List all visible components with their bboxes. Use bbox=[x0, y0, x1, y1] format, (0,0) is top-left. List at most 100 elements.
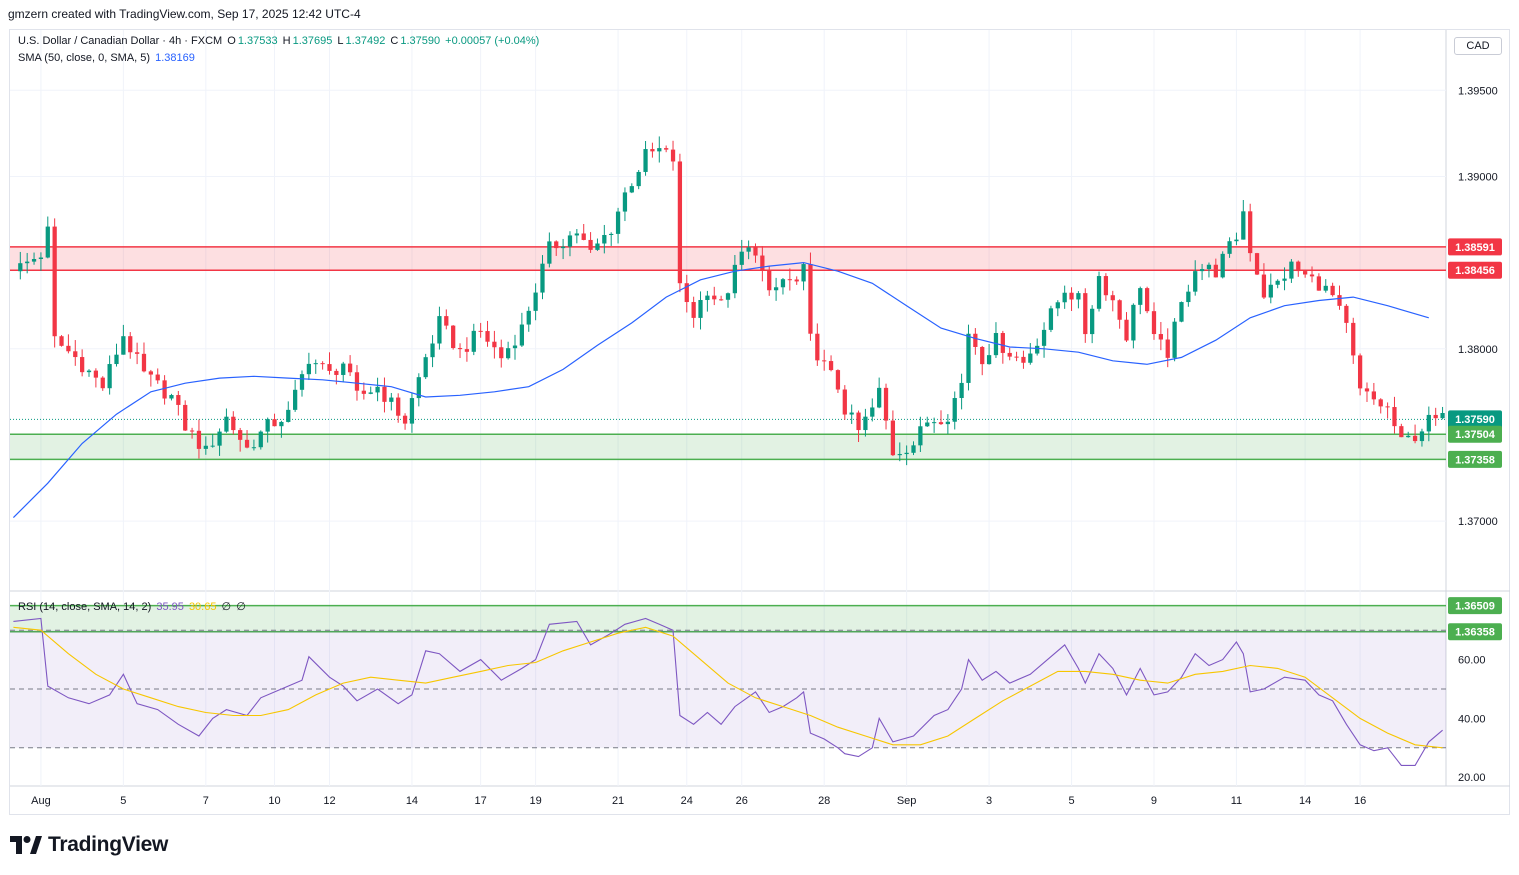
time-tick-label: Sep bbox=[897, 795, 917, 807]
sma-polyline bbox=[12, 261, 1429, 519]
candle-body bbox=[451, 325, 456, 349]
header-note: gmzern created with TradingView.com, Sep… bbox=[8, 7, 361, 21]
candle-body bbox=[835, 370, 841, 390]
candle-body bbox=[347, 363, 353, 373]
time-tick-label: Aug bbox=[31, 795, 51, 807]
candle-body bbox=[842, 389, 847, 415]
candle-body bbox=[162, 380, 167, 399]
candle-body bbox=[183, 404, 188, 431]
candle-body bbox=[1426, 414, 1431, 432]
candle-body bbox=[334, 370, 339, 375]
candle-body bbox=[375, 386, 380, 393]
time-tick-label: 14 bbox=[406, 795, 418, 807]
candle-body bbox=[801, 264, 806, 282]
time-tick-label: 5 bbox=[120, 795, 126, 807]
rsi-tick-label: 60.00 bbox=[1458, 655, 1486, 667]
candle-body bbox=[1186, 291, 1191, 303]
candle-body bbox=[650, 149, 655, 152]
candle-body bbox=[128, 336, 133, 353]
rsi-legend[interactable]: RSI (14, close, SMA, 14, 2) 35.95 30.65 … bbox=[18, 600, 248, 613]
candle-body bbox=[45, 226, 50, 258]
candle-body bbox=[1316, 276, 1322, 291]
price-tag-bg bbox=[1448, 597, 1502, 615]
candle-body bbox=[739, 251, 744, 265]
tradingview-logo[interactable]: TradingView bbox=[10, 833, 168, 857]
candle-body bbox=[1248, 211, 1253, 254]
candle-body bbox=[203, 445, 208, 449]
candle-body bbox=[567, 235, 573, 247]
candle-body bbox=[670, 149, 676, 162]
price-tag-bg bbox=[1448, 261, 1502, 279]
candle-body bbox=[1103, 276, 1109, 296]
candle-body bbox=[1357, 355, 1363, 389]
candle-body bbox=[540, 263, 545, 293]
symbol-name: U.S. Dollar / Canadian Dollar · 4h · FXC… bbox=[18, 35, 223, 47]
candle-body bbox=[1227, 241, 1232, 254]
candle-body bbox=[217, 431, 222, 446]
time-tick-label: 12 bbox=[323, 795, 335, 807]
candle-body bbox=[877, 387, 882, 408]
candle-body bbox=[512, 345, 518, 349]
candle-body bbox=[554, 241, 559, 249]
price-tag-label: 1.38591 bbox=[1455, 242, 1495, 254]
candle-body bbox=[767, 270, 772, 291]
candle-body bbox=[574, 233, 579, 236]
candle-body bbox=[1007, 352, 1012, 357]
sma-legend[interactable]: SMA (50, close, 0, SMA, 5) 1.38169 bbox=[18, 52, 197, 64]
candle-body bbox=[1433, 414, 1438, 419]
candle-body bbox=[499, 347, 504, 359]
time-tick-label: 11 bbox=[1231, 795, 1242, 807]
candle-body bbox=[780, 279, 786, 288]
candle-body bbox=[1158, 334, 1163, 340]
candle-body bbox=[1254, 253, 1260, 275]
time-axis: Aug 5 7 10 12 14 17 19 21 24 26 28 Sep 3 5 9 11 14 16 bbox=[31, 795, 1366, 807]
candle-body bbox=[1090, 308, 1095, 335]
candle-body bbox=[258, 431, 263, 448]
time-tick-label: 14 bbox=[1299, 795, 1311, 807]
support-zone bbox=[10, 605, 1446, 632]
candle-body bbox=[959, 382, 964, 399]
candle-body bbox=[320, 363, 325, 365]
candle-body bbox=[148, 371, 153, 375]
candle-body bbox=[210, 445, 215, 447]
currency-button[interactable]: CAD bbox=[1454, 37, 1502, 55]
candle-body bbox=[856, 412, 861, 431]
candle-body bbox=[73, 351, 78, 358]
grid bbox=[10, 30, 1510, 787]
candle-body bbox=[980, 346, 985, 365]
candle-body bbox=[1110, 295, 1115, 301]
candle-body bbox=[1385, 406, 1390, 408]
candle-body bbox=[602, 235, 607, 244]
candle-body bbox=[1289, 261, 1294, 279]
candle-body bbox=[224, 416, 229, 432]
candle-body bbox=[1371, 391, 1376, 400]
candle-body bbox=[1124, 319, 1129, 341]
candle-body bbox=[396, 397, 401, 416]
candle-body bbox=[1179, 302, 1184, 322]
candle-body bbox=[1337, 295, 1342, 306]
candle-body bbox=[80, 357, 85, 373]
rsi-tick-label: 40.00 bbox=[1458, 713, 1486, 725]
candle-body bbox=[945, 421, 950, 425]
candle-body bbox=[1199, 269, 1205, 272]
candle-body bbox=[691, 302, 696, 318]
time-tick-label: 3 bbox=[986, 795, 992, 807]
candle-body bbox=[286, 409, 291, 422]
time-tick-label: 10 bbox=[268, 795, 280, 807]
brand-name: TradingView bbox=[48, 833, 169, 856]
price-tag-bg bbox=[1448, 623, 1502, 641]
candle-body bbox=[1412, 435, 1418, 442]
candle-body bbox=[485, 331, 490, 342]
candle-body bbox=[31, 259, 37, 262]
candle-body bbox=[1303, 271, 1308, 275]
symbol-legend: U.S. Dollar / Canadian Dollar · 4h · FXC… bbox=[18, 35, 541, 47]
candle-body bbox=[1062, 292, 1067, 303]
candle-body bbox=[560, 246, 566, 249]
change-value: +0.00057 (+0.04%) bbox=[445, 35, 540, 47]
candle-body bbox=[52, 226, 57, 337]
candle-body bbox=[519, 324, 525, 346]
close-value: 1.37590 bbox=[400, 35, 441, 47]
candle-body bbox=[828, 361, 834, 371]
candle-body bbox=[18, 263, 23, 272]
